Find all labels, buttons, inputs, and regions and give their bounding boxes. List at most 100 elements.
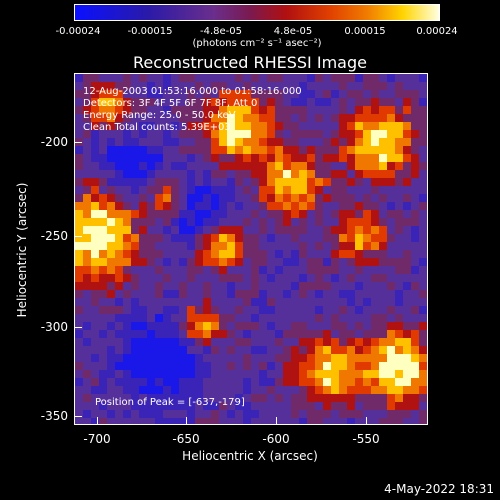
heatmap-cell — [219, 250, 227, 258]
heatmap-cell — [267, 106, 275, 114]
heatmap-cell — [243, 362, 251, 370]
heatmap-cell — [187, 162, 195, 170]
heatmap-cell — [371, 178, 379, 186]
heatmap-cell — [267, 266, 275, 274]
heatmap-cell — [323, 378, 331, 386]
heatmap-cell — [219, 130, 227, 138]
heatmap-cell — [347, 242, 355, 250]
heatmap-cell — [91, 90, 99, 98]
heatmap-cell — [315, 282, 323, 290]
heatmap-cell — [139, 402, 147, 410]
heatmap-cell — [307, 386, 315, 394]
heatmap-cell — [179, 242, 187, 250]
heatmap-cell — [395, 290, 403, 298]
heatmap-cell — [371, 82, 379, 90]
heatmap-cell — [227, 82, 235, 90]
heatmap-cell — [211, 346, 219, 354]
heatmap-cell — [259, 266, 267, 274]
heatmap-cell — [195, 362, 203, 370]
heatmap-cell — [355, 82, 363, 90]
heatmap-cell — [307, 162, 315, 170]
heatmap-cell — [379, 154, 387, 162]
heatmap-cell — [107, 82, 115, 90]
heatmap-cell — [131, 114, 139, 122]
heatmap-cell — [123, 154, 131, 162]
heatmap-cell — [179, 402, 187, 410]
x-tick-mark — [276, 417, 277, 425]
heatmap-cell — [331, 226, 339, 234]
heatmap-cell — [299, 202, 307, 210]
heatmap-cell — [195, 338, 203, 346]
heatmap-cell — [395, 98, 403, 106]
heatmap-cell — [203, 162, 211, 170]
heatmap-cell — [427, 178, 428, 186]
heatmap-cell — [251, 362, 259, 370]
heatmap-cell — [115, 290, 123, 298]
heatmap-cell — [411, 162, 419, 170]
heatmap-cell — [339, 146, 347, 154]
heatmap-cell — [427, 170, 428, 178]
heatmap-cell — [387, 282, 395, 290]
heatmap-cell — [171, 394, 179, 402]
heatmap-cell — [411, 130, 419, 138]
heatmap-cell — [131, 338, 139, 346]
heatmap-cell — [75, 186, 83, 194]
heatmap-cell — [307, 282, 315, 290]
heatmap-cell — [243, 202, 251, 210]
heatmap-cell — [387, 258, 395, 266]
heatmap-cell — [411, 266, 419, 274]
heatmap-cell — [403, 82, 411, 90]
heatmap-cell — [163, 194, 171, 202]
heatmap-cell — [123, 170, 131, 178]
heatmap-cell — [419, 170, 427, 178]
heatmap-cell — [363, 226, 371, 234]
heatmap-cell — [283, 274, 291, 282]
heatmap-cell — [235, 154, 243, 162]
heatmap-cell — [179, 122, 187, 130]
heatmap-cell — [163, 394, 171, 402]
heatmap-cell — [187, 410, 195, 418]
heatmap-cell — [323, 282, 331, 290]
heatmap-cell — [355, 242, 363, 250]
heatmap-cell — [123, 418, 131, 424]
heatmap-cell — [147, 114, 155, 122]
colorbar-tick: 0.00024 — [416, 26, 458, 37]
heatmap-cell — [115, 322, 123, 330]
heatmap-cell — [187, 154, 195, 162]
heatmap-cell — [147, 250, 155, 258]
heatmap-cell — [331, 354, 339, 362]
heatmap-cell — [139, 226, 147, 234]
heatmap-cell — [379, 306, 387, 314]
heatmap-cell — [235, 346, 243, 354]
heatmap-cell — [387, 202, 395, 210]
heatmap-cell — [99, 210, 107, 218]
heatmap-cell — [83, 274, 91, 282]
heatmap-cell — [163, 74, 171, 82]
heatmap-cell — [331, 322, 339, 330]
heatmap-cell — [395, 402, 403, 410]
heatmap-cell — [259, 74, 267, 82]
heatmap-cell — [411, 122, 419, 130]
heatmap-cell — [227, 186, 235, 194]
heatmap-cell — [211, 122, 219, 130]
heatmap-cell — [211, 362, 219, 370]
heatmap-cell — [211, 170, 219, 178]
heatmap-cell — [147, 74, 155, 82]
heatmap-cell — [75, 170, 83, 178]
heatmap-cell — [115, 226, 123, 234]
heatmap-cell — [171, 354, 179, 362]
heatmap-cell — [187, 354, 195, 362]
heatmap-cell — [259, 338, 267, 346]
heatmap-cell — [99, 146, 107, 154]
heatmap-cell — [323, 346, 331, 354]
heatmap-cell — [91, 106, 99, 114]
heatmap-cell — [75, 114, 83, 122]
heatmap-cell — [219, 194, 227, 202]
heatmap-cell — [323, 146, 331, 154]
heatmap-cell — [195, 354, 203, 362]
heatmap-cell — [75, 106, 83, 114]
heatmap-cell — [307, 338, 315, 346]
heatmap-cell — [275, 82, 283, 90]
heatmap-cell — [171, 210, 179, 218]
heatmap-cell — [99, 298, 107, 306]
